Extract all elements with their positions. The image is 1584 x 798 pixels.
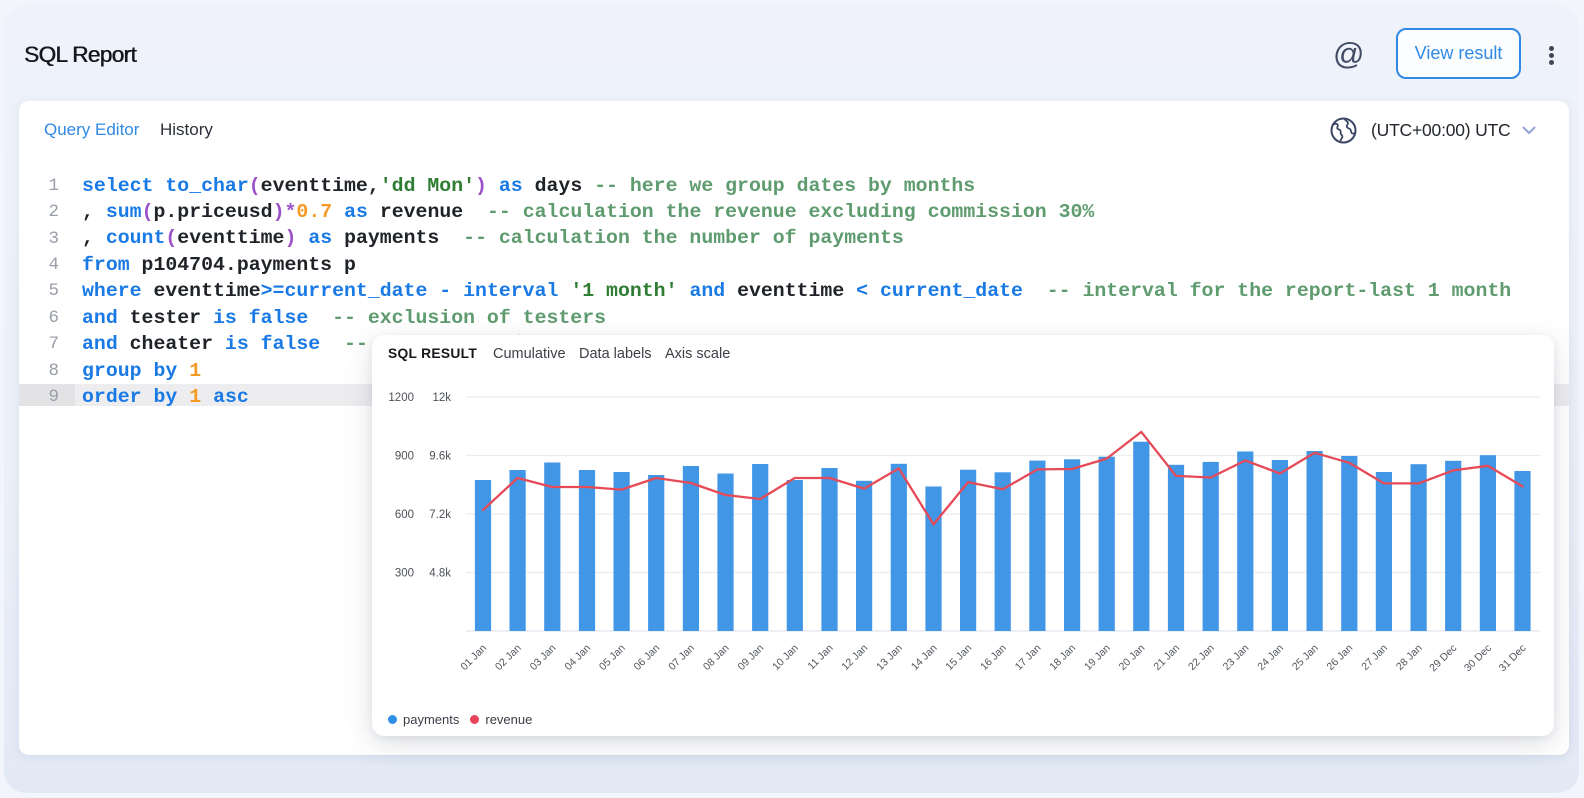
svg-text:600: 600: [395, 509, 414, 521]
svg-text:21 Jan: 21 Jan: [1151, 642, 1182, 673]
svg-text:900: 900: [395, 451, 414, 463]
svg-text:20 Jan: 20 Jan: [1117, 642, 1148, 673]
svg-text:26 Jan: 26 Jan: [1325, 642, 1356, 673]
svg-text:07 Jan: 07 Jan: [666, 642, 697, 673]
svg-text:02 Jan: 02 Jan: [493, 642, 524, 673]
svg-text:1200: 1200: [388, 392, 414, 404]
svg-text:17 Jan: 17 Jan: [1013, 642, 1044, 673]
svg-text:01 Jan: 01 Jan: [458, 642, 489, 673]
svg-text:300: 300: [395, 568, 414, 580]
svg-text:12 Jan: 12 Jan: [839, 642, 870, 673]
svg-text:09 Jan: 09 Jan: [736, 642, 767, 673]
svg-text:25 Jan: 25 Jan: [1290, 642, 1321, 673]
svg-text:16 Jan: 16 Jan: [978, 642, 1009, 673]
svg-text:27 Jan: 27 Jan: [1359, 642, 1390, 673]
svg-text:23 Jan: 23 Jan: [1221, 642, 1252, 673]
svg-text:04 Jan: 04 Jan: [562, 642, 593, 673]
svg-text:03 Jan: 03 Jan: [528, 642, 559, 673]
svg-text:11 Jan: 11 Jan: [805, 642, 835, 672]
svg-text:13 Jan: 13 Jan: [874, 642, 905, 673]
svg-text:08 Jan: 08 Jan: [701, 642, 732, 673]
svg-text:9.6k: 9.6k: [429, 451, 451, 463]
svg-text:15 Jan: 15 Jan: [943, 642, 974, 673]
svg-text:14 Jan: 14 Jan: [909, 642, 940, 673]
svg-text:31 Dec: 31 Dec: [1497, 642, 1529, 674]
svg-text:4.8k: 4.8k: [429, 568, 451, 580]
svg-text:28 Jan: 28 Jan: [1394, 642, 1425, 673]
svg-text:7.2k: 7.2k: [429, 509, 451, 521]
svg-text:12k: 12k: [432, 392, 451, 404]
svg-text:30 Dec: 30 Dec: [1462, 642, 1494, 674]
svg-text:18 Jan: 18 Jan: [1047, 642, 1078, 673]
svg-text:22 Jan: 22 Jan: [1186, 642, 1217, 673]
svg-text:05 Jan: 05 Jan: [597, 642, 628, 673]
svg-text:10 Jan: 10 Jan: [770, 642, 801, 673]
svg-text:06 Jan: 06 Jan: [632, 642, 663, 673]
svg-text:24 Jan: 24 Jan: [1255, 642, 1286, 673]
svg-text:29 Dec: 29 Dec: [1427, 642, 1459, 674]
svg-text:19 Jan: 19 Jan: [1082, 642, 1113, 673]
